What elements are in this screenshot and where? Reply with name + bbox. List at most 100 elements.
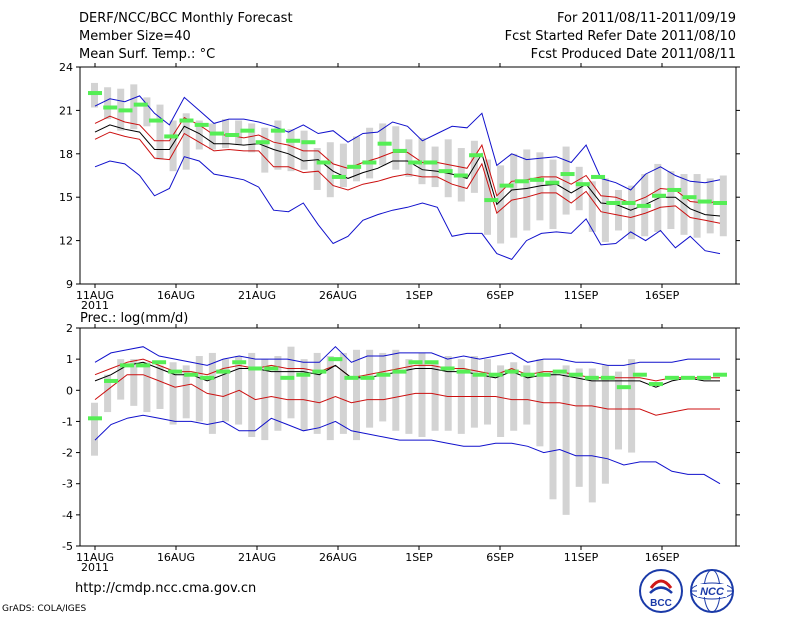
prec-box-6 — [169, 362, 177, 425]
prec-box-3 — [130, 359, 138, 406]
prec-obs-mark-8 — [216, 369, 231, 374]
prec-obs-mark-16 — [344, 375, 359, 380]
temp-xtick-label: 16SEP — [645, 289, 680, 302]
prec-box-4 — [143, 362, 151, 413]
temp-obs-mark-20 — [392, 148, 407, 153]
prec-obs-mark-26 — [504, 369, 519, 374]
temp-box-12 — [248, 123, 256, 153]
prec-obs-mark-39 — [713, 372, 727, 377]
prec-xtick-label: 21AUG — [238, 551, 276, 564]
temp-box-18 — [326, 142, 334, 198]
prec-box-14 — [274, 356, 282, 431]
prec-box-26 — [431, 362, 439, 431]
temp-obs-mark-32 — [575, 182, 590, 187]
temp-obs-mark-35 — [621, 200, 636, 205]
prec-ytick-label: -2 — [62, 447, 73, 460]
prec-box-31 — [497, 365, 505, 437]
prec-box-16 — [300, 359, 308, 431]
source-url[interactable]: http://cmdp.ncc.cma.gov.cn — [75, 581, 257, 596]
prec-obs-mark-34 — [632, 372, 647, 377]
prec-obs-mark-28 — [536, 372, 551, 377]
temp-min-line — [94, 156, 721, 261]
temp-obs-mark-13 — [286, 138, 301, 143]
grads-credit: GrADS: COLA/IGES — [2, 604, 87, 614]
temp-box-8 — [195, 120, 203, 150]
ncc-logo-icon: NCC — [690, 569, 734, 613]
prec-box-33 — [523, 365, 531, 425]
temp-box-35 — [549, 159, 557, 230]
prec-xtick-label: 11SEP — [564, 551, 599, 564]
prec-obs-mark-21 — [424, 360, 439, 365]
prec-spread-low-line — [94, 374, 720, 416]
prec-obs-mark-13 — [296, 372, 311, 377]
prec-box-7 — [182, 365, 190, 419]
temp-obs-mark-19 — [377, 141, 392, 146]
prec-box-25 — [418, 352, 426, 437]
prec-obs-mark-19 — [392, 369, 407, 374]
prec-ytick-label: -5 — [62, 540, 73, 553]
temp-box-16 — [300, 130, 308, 170]
prec-obs-mark-25 — [488, 372, 503, 377]
temp-box-33 — [523, 149, 531, 231]
temp-obs-mark-34 — [606, 200, 621, 205]
chart-title: DERF/NCC/BCC Monthly Forecast — [79, 11, 293, 26]
temp-box-31 — [497, 165, 505, 244]
prec-obs-mark-15 — [328, 357, 343, 362]
prec-xtick-label: 6SEP — [486, 551, 514, 564]
temp-box-7 — [182, 113, 190, 170]
prec-obs-mark-18 — [376, 372, 391, 377]
temp-ytick-label: 15 — [59, 191, 73, 204]
prec-box-1 — [104, 374, 112, 413]
prec-obs-mark-12 — [280, 375, 295, 380]
prec-box-30 — [484, 359, 491, 425]
temp-obs-mark-28 — [514, 179, 529, 184]
prec-obs-mark-37 — [680, 375, 695, 380]
temp-xtick-label: 26AUG — [319, 289, 357, 302]
forecast-period: For 2011/08/11-2011/09/19 — [557, 11, 736, 26]
prec-ytick-label: -1 — [62, 415, 73, 428]
prec-obs-mark-22 — [440, 366, 455, 371]
temp-obs-mark-38 — [667, 187, 682, 192]
temp-max-line — [94, 95, 721, 191]
temp-obs-mark-3 — [133, 102, 148, 107]
prec-obs-mark-5 — [168, 369, 183, 374]
temp-obs-mark-6 — [179, 118, 194, 123]
temp-box-21 — [366, 127, 374, 179]
prec-xtick-label: 26AUG — [319, 551, 357, 564]
temp-ytick-label: 21 — [59, 104, 73, 117]
prec-box-32 — [510, 362, 518, 431]
temp-obs-mark-12 — [270, 128, 285, 133]
temp-box-24 — [405, 139, 413, 177]
temp-xtick-label: 16AUG — [157, 289, 195, 302]
prec-year-label: 2011 — [81, 561, 109, 574]
prec-obs-mark-17 — [360, 375, 375, 380]
member-size: Member Size=40 — [79, 29, 191, 44]
temp-obs-mark-11 — [255, 140, 270, 145]
temp-obs-mark-2 — [118, 108, 133, 113]
svg-text:NCC: NCC — [700, 586, 725, 598]
temp-box-13 — [261, 127, 269, 173]
temp-box-39 — [601, 178, 609, 243]
prec-obs-mark-36 — [664, 375, 679, 380]
prec-obs-mark-27 — [520, 372, 535, 377]
temp-obs-mark-29 — [530, 177, 545, 182]
temp-box-19 — [339, 143, 347, 188]
temp-obs-mark-36 — [636, 203, 651, 208]
prec-obs-mark-6 — [184, 372, 199, 377]
temp-box-4 — [143, 97, 151, 127]
prec-box-24 — [405, 359, 413, 434]
temp-obs-mark-39 — [682, 195, 697, 200]
temp-xtick-label: 1SEP — [405, 289, 433, 302]
prec-ytick-label: 2 — [66, 322, 73, 335]
temp-obs-mark-27 — [499, 183, 514, 188]
prec-box-38 — [588, 368, 596, 503]
prec-box-5 — [156, 365, 164, 409]
temp-obs-mark-17 — [347, 164, 362, 169]
temp-ytick-label: 12 — [59, 235, 73, 248]
temp-plot-frame — [79, 66, 737, 285]
prec-obs-mark-31 — [584, 375, 599, 380]
temp-box-32 — [510, 153, 518, 238]
prec-obs-mark-35 — [648, 382, 663, 387]
temp-box-3 — [130, 84, 138, 130]
